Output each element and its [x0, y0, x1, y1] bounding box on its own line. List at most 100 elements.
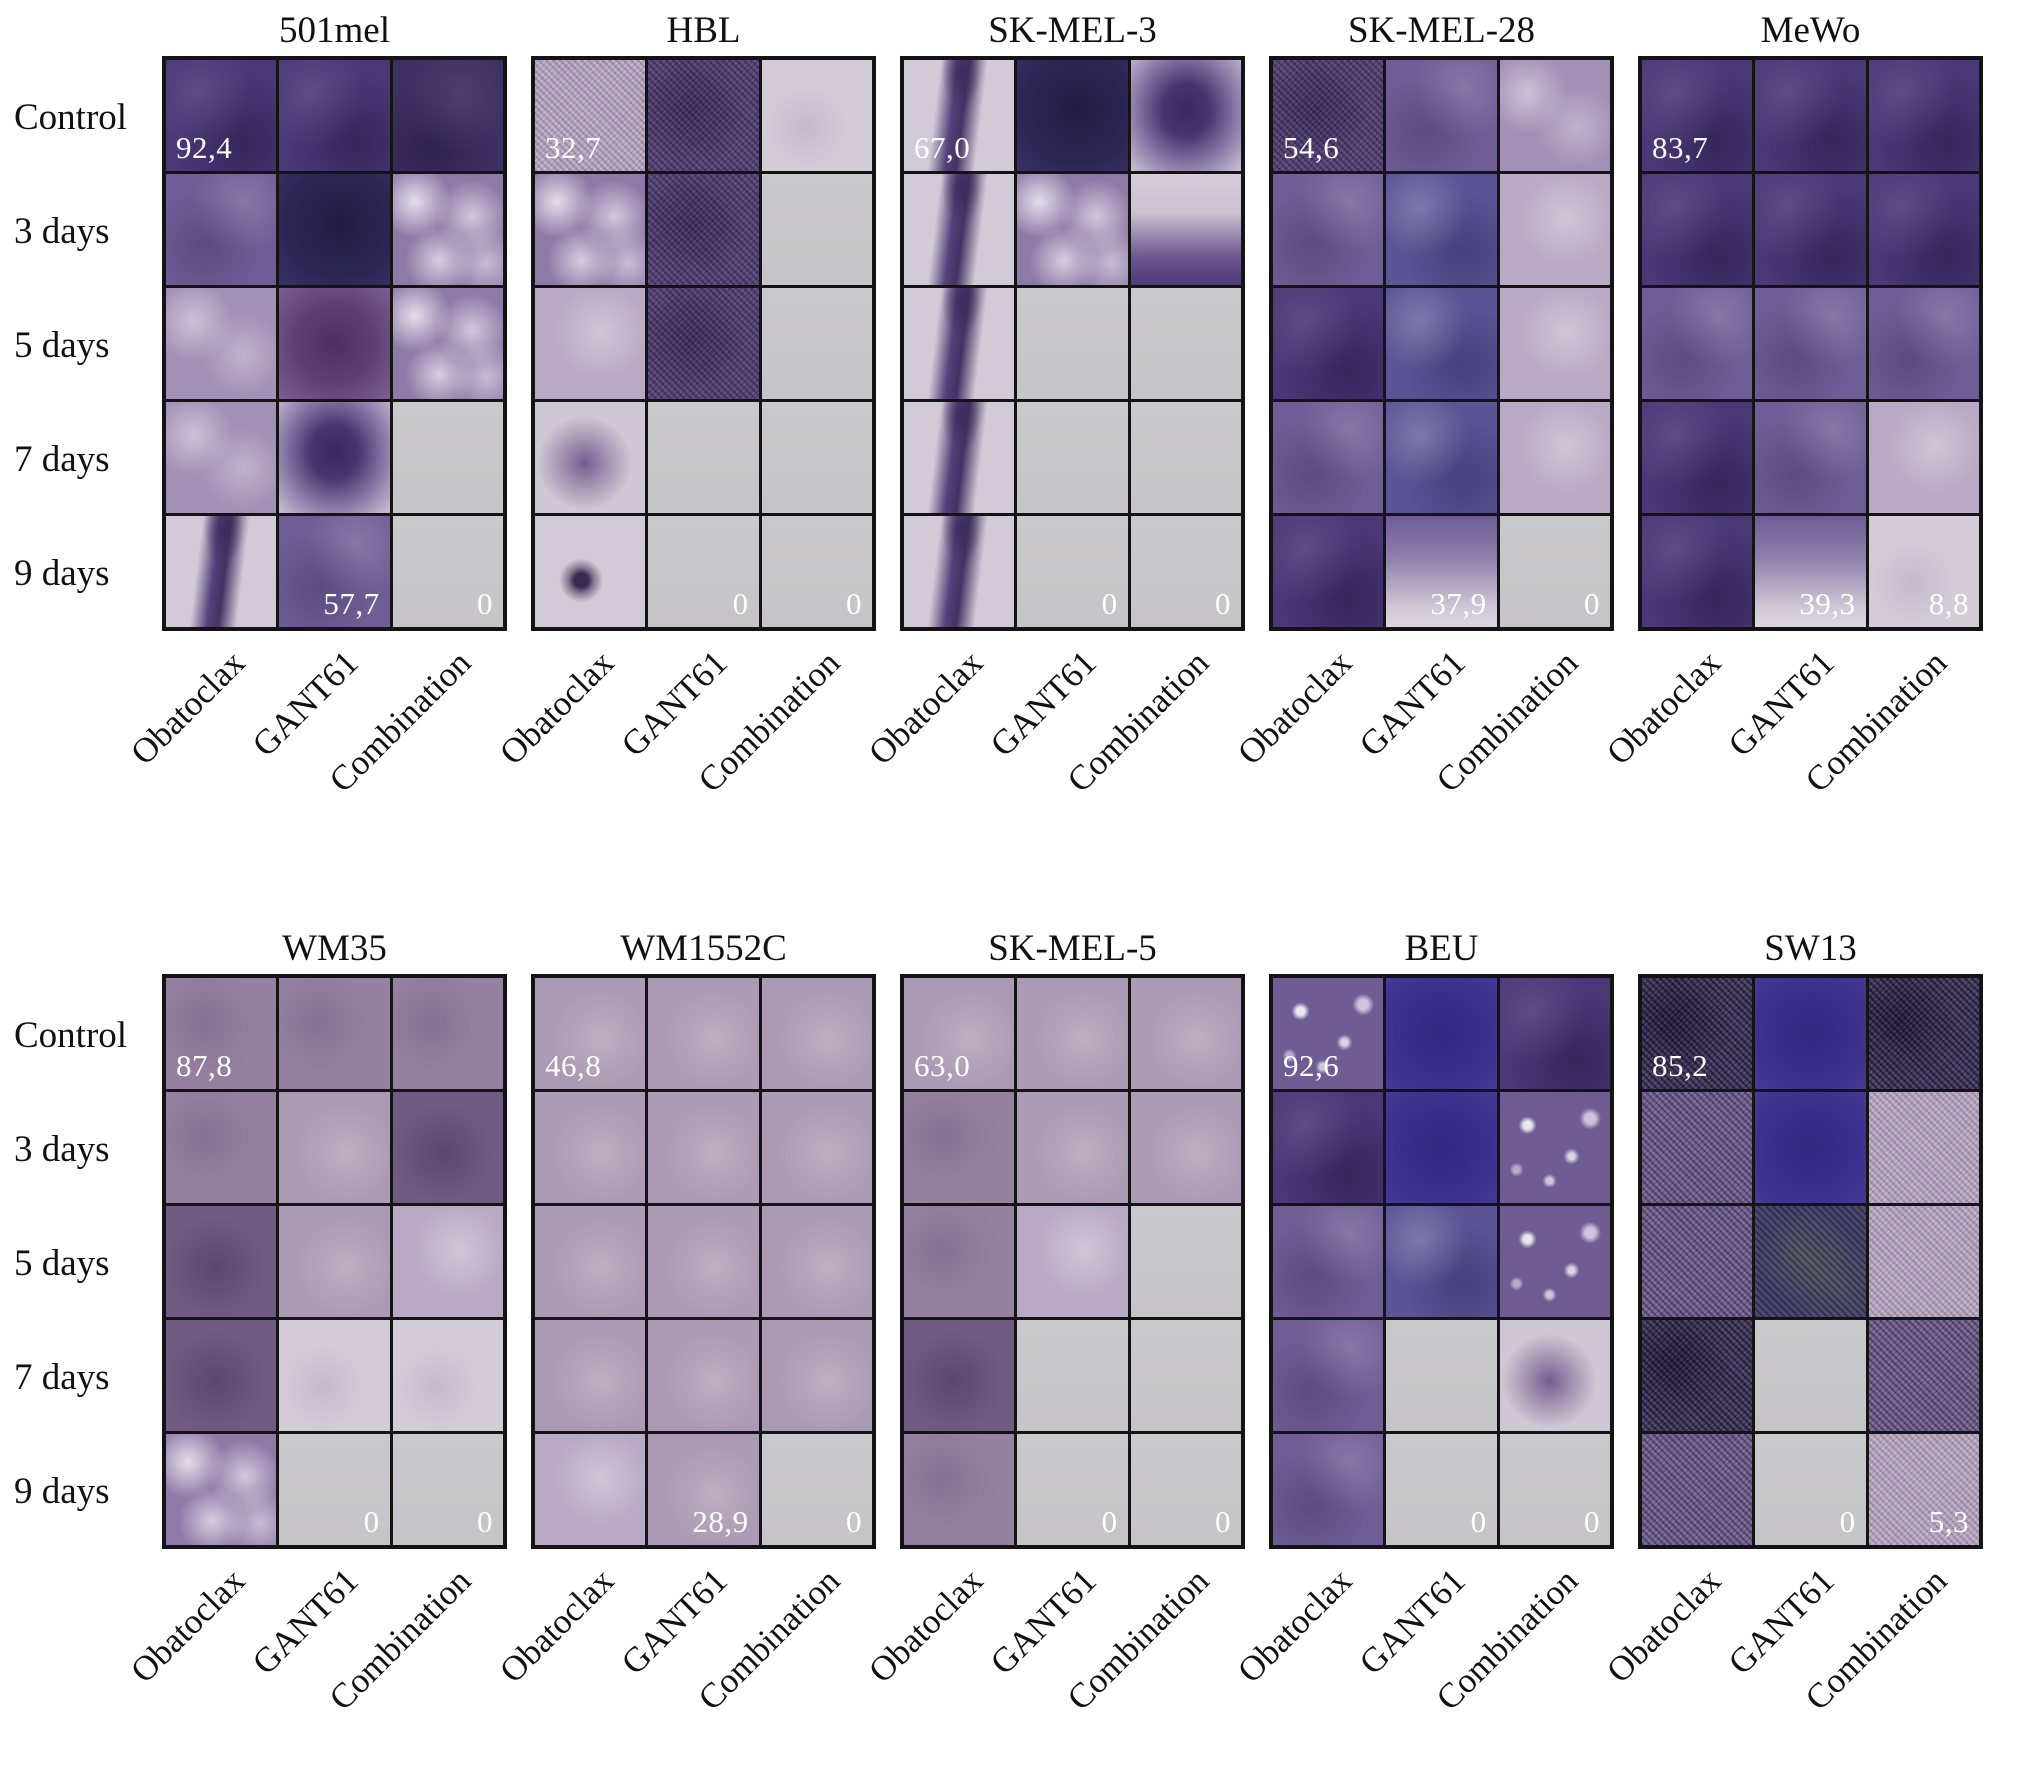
row-label: 3 days: [14, 210, 110, 252]
well-image: [1386, 1320, 1497, 1431]
well-image: 92,6: [1273, 978, 1384, 1089]
overlay-value: 0: [846, 1504, 862, 1539]
well-image: [648, 288, 759, 399]
well-image: [761, 978, 872, 1089]
overlay-value: 0: [1101, 1504, 1118, 1539]
well-image: 67,0: [904, 60, 1015, 171]
column-label-row: Obatoclax GANT61 Combination: [1599, 1549, 1983, 1774]
col-label: Obatoclax: [861, 1561, 991, 1691]
well-image: 0: [392, 516, 503, 627]
overlay-value: 85,2: [1652, 1048, 1709, 1083]
overlay-value: 46,8: [545, 1048, 602, 1083]
well-image: [1273, 174, 1384, 285]
well-image: [535, 1092, 646, 1203]
well-image: [1642, 174, 1753, 285]
well-image: [1868, 1092, 1979, 1203]
well-image: [1273, 1206, 1384, 1317]
well-image: [1017, 60, 1128, 171]
col-label: Obatoclax: [492, 1561, 622, 1691]
well-image: [279, 288, 390, 399]
well-image: [166, 174, 277, 285]
well-image: [648, 60, 759, 171]
well-image: 85,2: [1642, 978, 1753, 1089]
well-image: [1130, 402, 1241, 513]
well-image: [761, 288, 872, 399]
well-image: [648, 978, 759, 1089]
well-image: 57,7: [279, 516, 390, 627]
well-image: 5,3: [1868, 1434, 1979, 1545]
overlay-value: 5,3: [1928, 1504, 1969, 1539]
well-grid: 83,7 39,3 8,8: [1638, 56, 1983, 631]
col-label: Obatoclax: [492, 643, 622, 773]
well-image: [904, 1320, 1015, 1431]
well-image: [1499, 1092, 1610, 1203]
well-image: [1868, 978, 1979, 1089]
well-image: [1868, 1206, 1979, 1317]
column-label-row: Obatoclax GANT61 Combination: [1599, 631, 1983, 856]
well-image: [904, 516, 1015, 627]
well-image: [761, 402, 872, 513]
well-image: [1017, 978, 1128, 1089]
well-image: [1755, 1206, 1866, 1317]
well-image: [648, 1092, 759, 1203]
well-image: [1017, 288, 1128, 399]
well-image: 0: [392, 1434, 503, 1545]
well-image: [648, 402, 759, 513]
overlay-value: 83,7: [1652, 130, 1709, 165]
column-label-row: Obatoclax GANT61 Combination: [123, 1549, 507, 1774]
row-label: 7 days: [14, 438, 110, 480]
col-label: Obatoclax: [1230, 643, 1360, 773]
well-image: [279, 174, 390, 285]
panel-501mel: 501mel 92,4 57,7 0 Obatoclax GANT61 Combinatio…: [123, 8, 507, 856]
panel-title: MeWo: [1760, 10, 1861, 51]
figure-block-top: Control 3 days 5 days 7 days 9 days 501mel 92,…: [12, 8, 2031, 856]
well-image: [392, 402, 503, 513]
well-image: [279, 978, 390, 1089]
well-image: [904, 1434, 1015, 1545]
well-image: [392, 1092, 503, 1203]
row-label: Control: [14, 96, 128, 138]
well-image: [648, 1206, 759, 1317]
well-image: [1130, 60, 1241, 171]
well-image: [1755, 402, 1866, 513]
well-image: [1130, 1320, 1241, 1431]
well-image: [535, 174, 646, 285]
row-label: Control: [14, 1014, 128, 1056]
well-grid: 85,2 0 5,3: [1638, 974, 1983, 1549]
well-image: [1386, 288, 1497, 399]
well-image: [1499, 60, 1610, 171]
column-label-row: Obatoclax GANT61 Combination: [861, 631, 1245, 856]
well-image: [535, 1206, 646, 1317]
column-label-row: Obatoclax GANT61 Combination: [492, 631, 876, 856]
well-image: [904, 1206, 1015, 1317]
well-image: 0: [1017, 516, 1128, 627]
well-image: 0: [1755, 1434, 1866, 1545]
well-image: 0: [1130, 516, 1241, 627]
column-label-row: Obatoclax GANT61 Combination: [1230, 631, 1614, 856]
overlay-value: 32,7: [545, 130, 602, 165]
overlay-value: 92,4: [176, 130, 233, 165]
well-image: [1017, 1206, 1128, 1317]
well-image: [1642, 516, 1753, 627]
panel-BEU: BEU 92,6 0 0 Obatoclax GANT61 Combination: [1230, 926, 1614, 1774]
well-image: [761, 1206, 872, 1317]
well-image: [166, 1320, 277, 1431]
row-label-column: Control 3 days 5 days 7 days 9 days: [12, 926, 162, 1774]
column-label-row: Obatoclax GANT61 Combination: [123, 631, 507, 856]
well-image: [1642, 1320, 1753, 1431]
well-image: [166, 1092, 277, 1203]
row-label: 5 days: [14, 1242, 110, 1284]
well-image: [1499, 1206, 1610, 1317]
overlay-value: 39,3: [1799, 586, 1856, 621]
well-image: [1130, 1092, 1241, 1203]
well-grid: 54,6 37,9 0: [1269, 56, 1614, 631]
well-image: [761, 174, 872, 285]
well-image: [904, 174, 1015, 285]
overlay-value: 0: [477, 1504, 493, 1539]
well-image: [1642, 288, 1753, 399]
well-image: [1130, 978, 1241, 1089]
well-image: 0: [648, 516, 759, 627]
well-image: [648, 174, 759, 285]
well-image: [1868, 288, 1979, 399]
panel-title: SK-MEL-3: [988, 10, 1157, 51]
